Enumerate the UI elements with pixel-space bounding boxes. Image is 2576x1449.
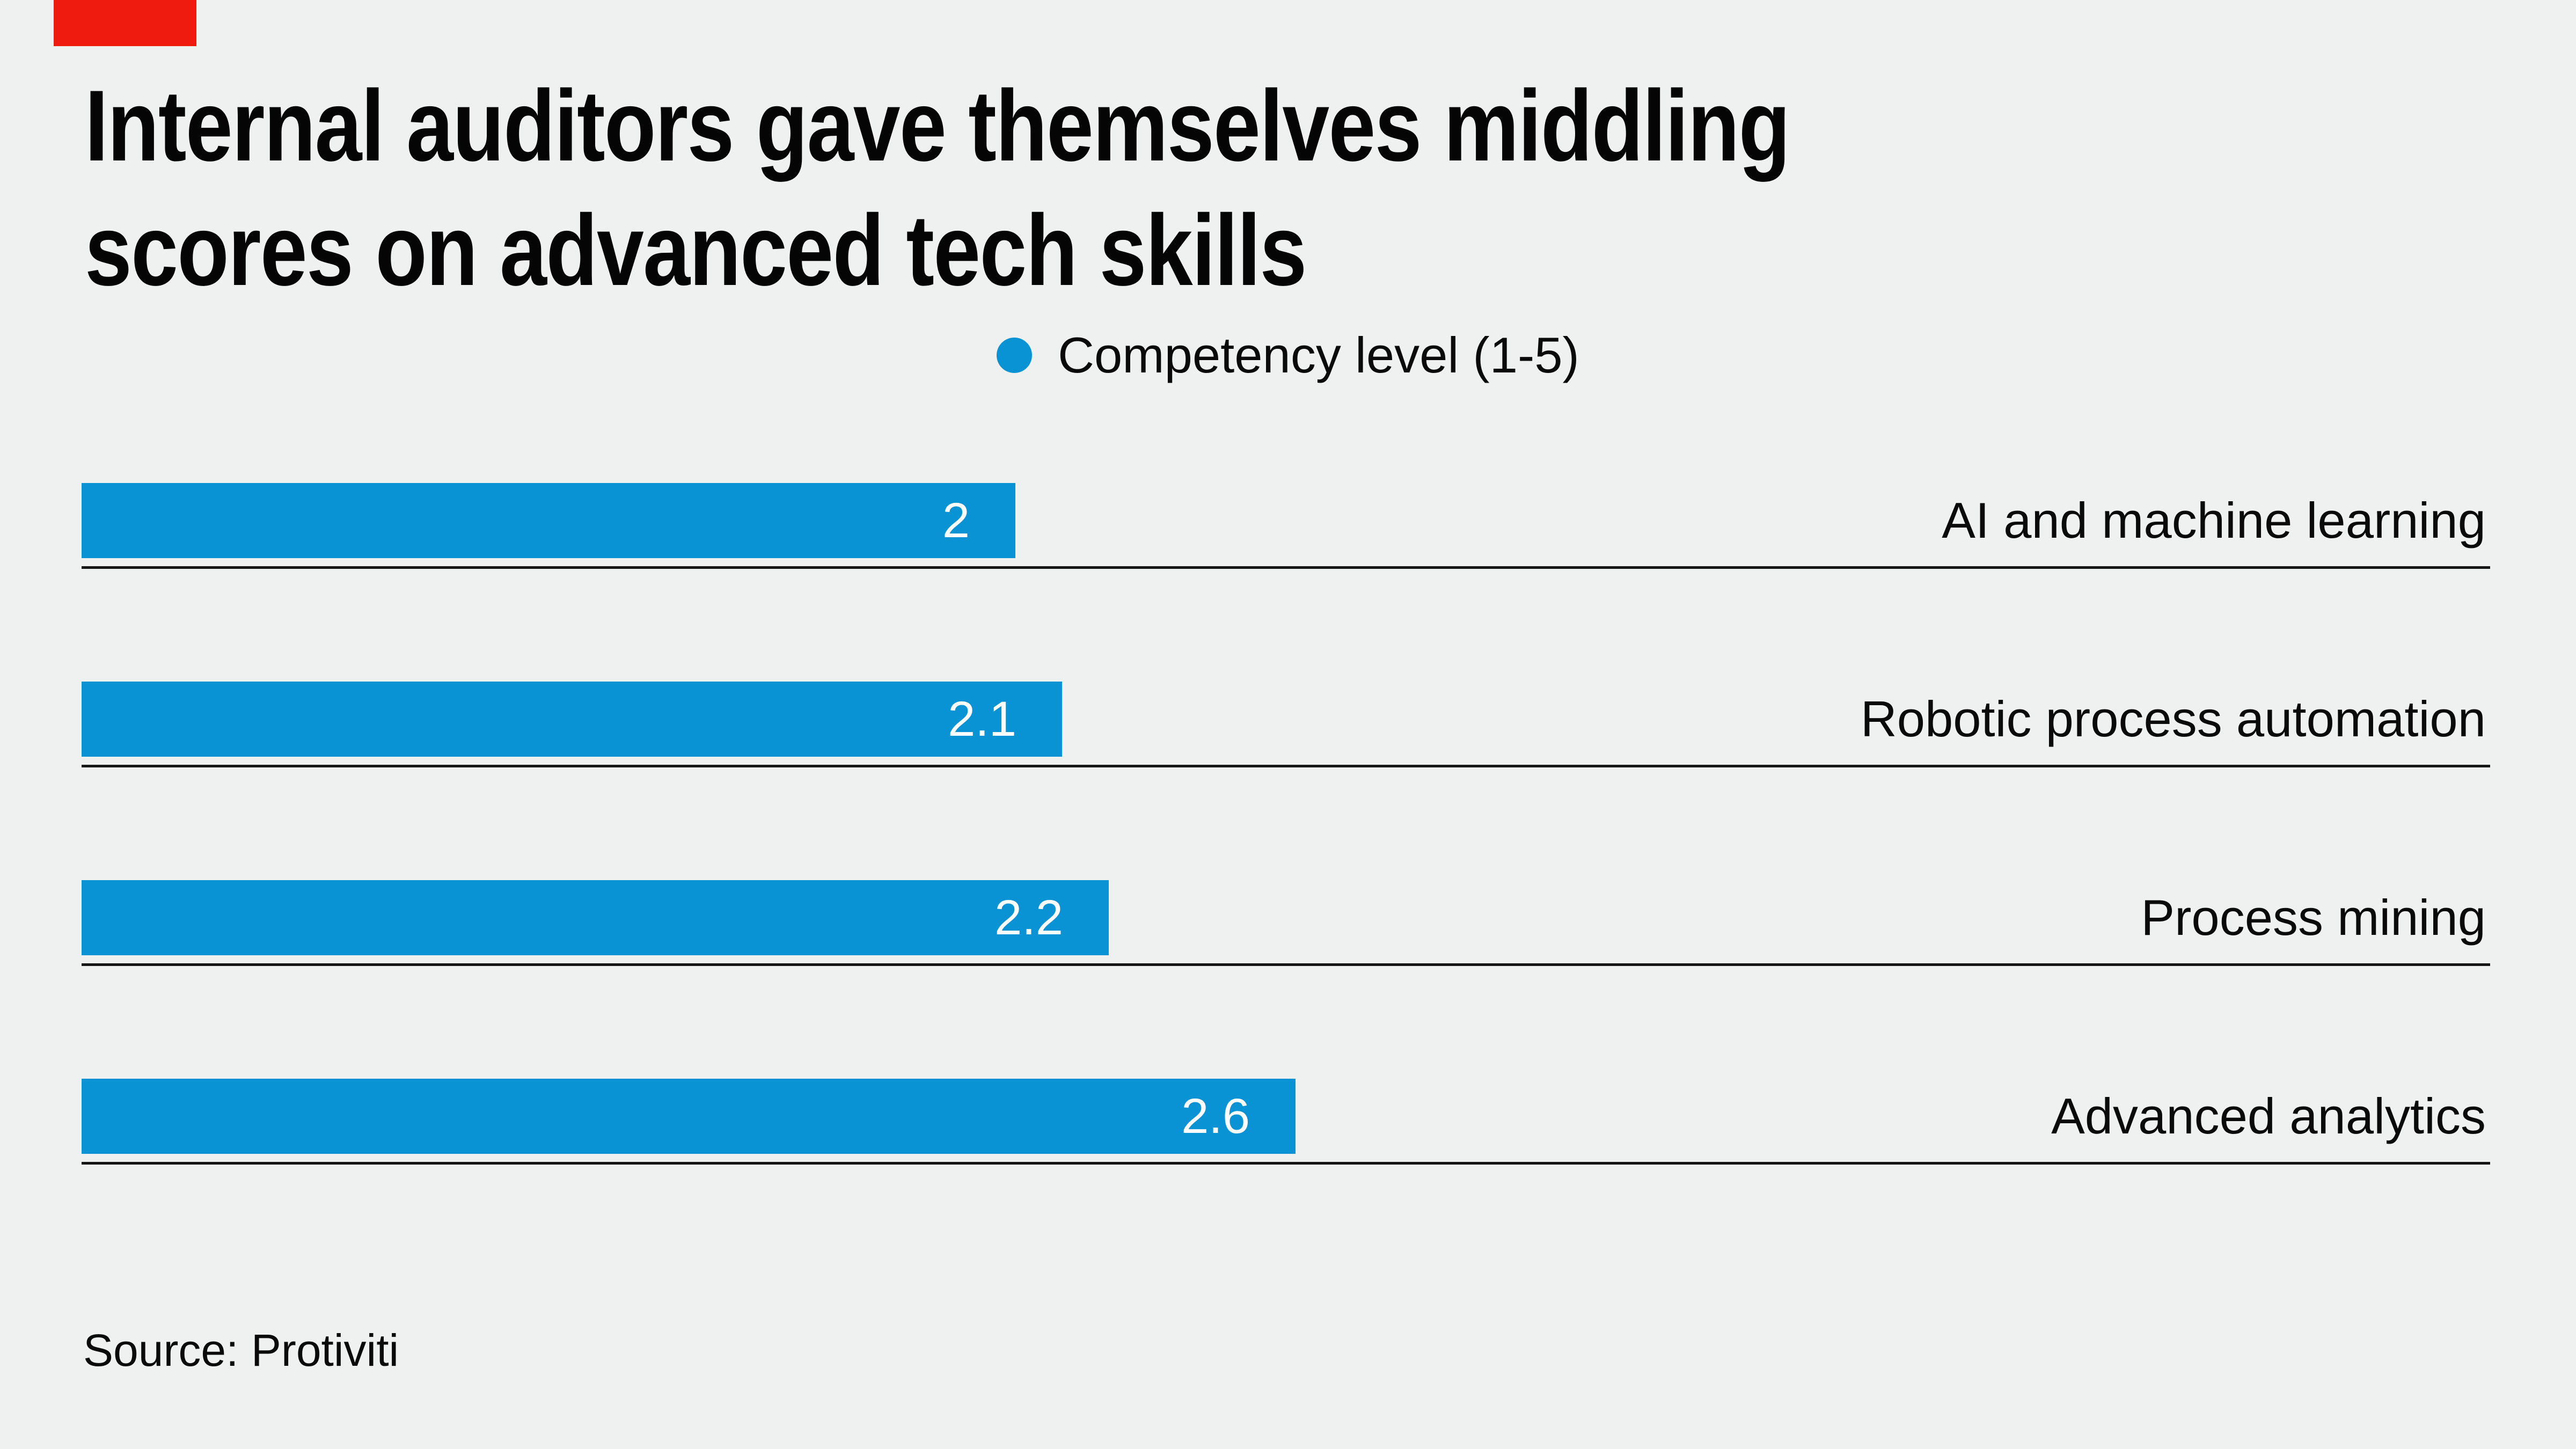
chart-row: 2 AI and machine learning — [82, 370, 2490, 569]
source-note: Source: Protiviti — [83, 1325, 399, 1375]
legend-dot-icon — [997, 338, 1033, 373]
chart-title-line-1: Internal auditors gave themselves middli… — [85, 69, 1790, 182]
legend: Competency level (1-5) — [0, 326, 2576, 384]
category-label: AI and machine learning — [1942, 492, 2486, 548]
brand-accent-mark — [54, 0, 196, 46]
bar-value-label: 2.6 — [1181, 1088, 1250, 1144]
category-label: Advanced analytics — [2051, 1088, 2486, 1144]
chart-title: Internal auditors gave themselves middli… — [85, 63, 1790, 312]
category-label: Robotic process automation — [1860, 691, 2486, 747]
legend-label: Competency level (1-5) — [1058, 327, 1579, 383]
bar: 2.6 — [82, 1079, 1296, 1154]
bar: 2.2 — [82, 880, 1109, 955]
chart-title-line-2: scores on advanced tech skills — [85, 194, 1307, 306]
chart-row: 2.2 Process mining — [82, 767, 2490, 966]
bar-value-label: 2 — [942, 493, 970, 548]
bar-chart: 2 AI and machine learning 2.1 Robotic proce… — [82, 370, 2490, 1165]
category-label: Process mining — [2141, 889, 2486, 946]
chart-row: 2.6 Advanced analytics — [82, 966, 2490, 1165]
bar-value-label: 2.1 — [948, 691, 1016, 747]
bar: 2 — [82, 483, 1015, 558]
bar-value-label: 2.2 — [994, 890, 1063, 945]
bar: 2.1 — [82, 682, 1062, 757]
chart-row: 2.1 Robotic process automation — [82, 569, 2490, 767]
